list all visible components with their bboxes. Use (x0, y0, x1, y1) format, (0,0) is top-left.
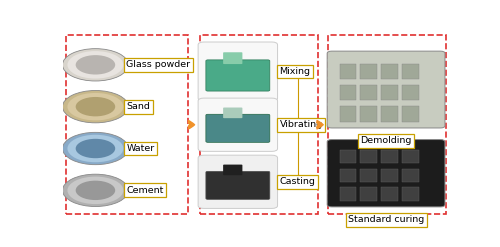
Ellipse shape (62, 132, 128, 165)
Ellipse shape (62, 174, 128, 206)
FancyBboxPatch shape (360, 106, 377, 122)
FancyBboxPatch shape (402, 187, 419, 201)
FancyBboxPatch shape (382, 150, 398, 164)
FancyBboxPatch shape (360, 187, 377, 201)
FancyBboxPatch shape (382, 85, 398, 101)
Text: Casting: Casting (280, 177, 316, 186)
FancyBboxPatch shape (206, 114, 270, 142)
FancyBboxPatch shape (402, 106, 419, 122)
Text: Glass powder: Glass powder (126, 60, 190, 69)
Text: Mixing: Mixing (280, 67, 310, 76)
Ellipse shape (62, 90, 128, 123)
FancyBboxPatch shape (360, 63, 377, 79)
FancyBboxPatch shape (402, 169, 419, 182)
Ellipse shape (76, 55, 115, 75)
FancyBboxPatch shape (340, 106, 356, 122)
Ellipse shape (68, 177, 124, 204)
Ellipse shape (62, 49, 128, 81)
FancyBboxPatch shape (66, 35, 188, 214)
FancyBboxPatch shape (198, 42, 278, 101)
Ellipse shape (68, 51, 124, 79)
Text: Sand: Sand (126, 102, 150, 111)
FancyBboxPatch shape (223, 107, 242, 118)
FancyBboxPatch shape (340, 169, 356, 182)
FancyBboxPatch shape (327, 51, 445, 128)
FancyBboxPatch shape (402, 85, 419, 101)
FancyBboxPatch shape (223, 52, 242, 64)
FancyBboxPatch shape (206, 171, 270, 199)
FancyBboxPatch shape (200, 35, 318, 214)
Text: Water: Water (126, 144, 154, 153)
FancyBboxPatch shape (328, 35, 446, 214)
Ellipse shape (76, 97, 115, 116)
FancyBboxPatch shape (402, 150, 419, 164)
FancyBboxPatch shape (340, 63, 356, 79)
Ellipse shape (68, 135, 124, 162)
FancyBboxPatch shape (382, 169, 398, 182)
FancyBboxPatch shape (198, 155, 278, 208)
Text: Demolding: Demolding (360, 136, 412, 145)
FancyBboxPatch shape (360, 150, 377, 164)
FancyBboxPatch shape (340, 187, 356, 201)
Text: Standard curing: Standard curing (348, 215, 424, 224)
FancyBboxPatch shape (327, 140, 445, 207)
FancyBboxPatch shape (360, 169, 377, 182)
FancyBboxPatch shape (382, 106, 398, 122)
FancyBboxPatch shape (198, 98, 278, 151)
FancyBboxPatch shape (360, 85, 377, 101)
Ellipse shape (68, 93, 124, 120)
FancyBboxPatch shape (206, 60, 270, 91)
FancyBboxPatch shape (382, 187, 398, 201)
FancyBboxPatch shape (340, 150, 356, 164)
Text: Vibrating: Vibrating (280, 120, 322, 129)
FancyBboxPatch shape (340, 85, 356, 101)
FancyBboxPatch shape (382, 63, 398, 79)
Ellipse shape (76, 139, 115, 158)
Text: Cement: Cement (126, 186, 164, 195)
FancyBboxPatch shape (223, 165, 242, 175)
FancyBboxPatch shape (402, 63, 419, 79)
Ellipse shape (76, 181, 115, 200)
